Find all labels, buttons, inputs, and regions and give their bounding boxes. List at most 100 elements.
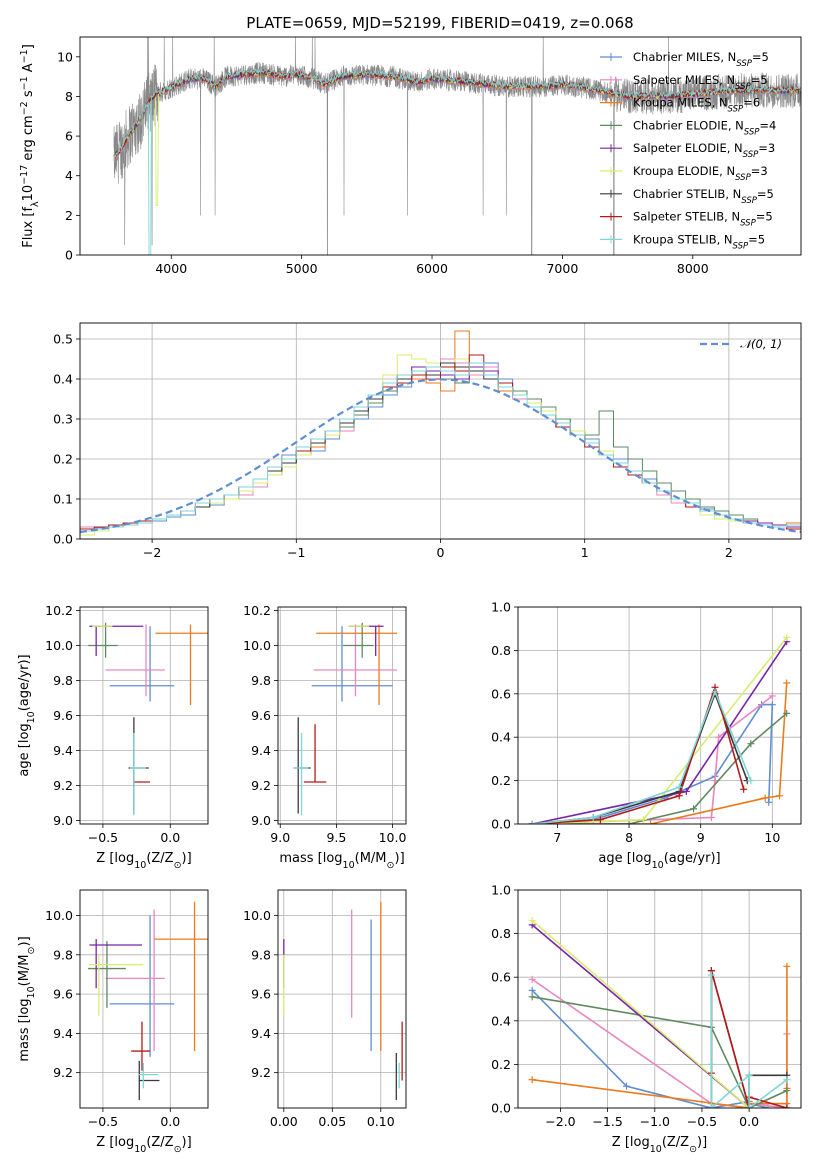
y-tick-label: 9.6 <box>251 987 271 1002</box>
grid <box>80 607 208 824</box>
y-tick-label: 0.2 <box>53 452 73 467</box>
y-tick-label: 10.2 <box>45 603 73 618</box>
y-tick-label: 10.2 <box>243 603 271 618</box>
y-tick-label: 0.5 <box>53 332 73 347</box>
weight-marker <box>528 986 536 994</box>
y-tick-label: 9.8 <box>53 947 73 962</box>
y-tick-label: 0.6 <box>491 970 511 985</box>
y-axis-label: age [log10(age/yr)] <box>17 654 37 776</box>
weight-marker <box>783 1076 791 1084</box>
weight-marker <box>682 787 690 795</box>
error-bar-point <box>88 622 118 658</box>
weight-marker <box>589 813 597 821</box>
x-tick-label: 10.0 <box>379 830 407 845</box>
legend-label: Chabrier STELIB, NSSP=5 <box>633 187 774 206</box>
y-tick-label: 9.6 <box>53 708 73 723</box>
y-tick-label: 0.0 <box>53 532 73 547</box>
weight-marker <box>711 688 719 696</box>
weight-line <box>710 975 788 1108</box>
y-tick-label: 9.2 <box>251 778 271 793</box>
weight-marker <box>622 1082 630 1090</box>
weight-marker <box>528 993 536 1001</box>
error-bar-point <box>129 733 147 816</box>
x-tick-label: 2 <box>725 545 733 560</box>
y-tick-label: 0.4 <box>491 1013 511 1028</box>
plot-area <box>528 917 791 1108</box>
y-tick-label: 9.8 <box>53 673 73 688</box>
legend-label: 𝒩(0, 1) <box>740 337 782 351</box>
weight-line <box>532 996 788 1108</box>
y-tick-label: 0.2 <box>491 1057 511 1072</box>
weight-marker <box>747 740 755 748</box>
legend-label: Kroupa MILES, NSSP=6 <box>633 96 760 115</box>
weight-line <box>531 919 750 1108</box>
spectrum-legend: Chabrier MILES, NSSP=5 Salpeter MILES, NS… <box>600 50 776 251</box>
y-tick-label: 10.0 <box>243 908 271 923</box>
plot-area <box>283 901 403 1101</box>
grid <box>278 607 406 824</box>
weight-marker <box>761 794 769 802</box>
weight-marker <box>747 777 755 785</box>
y-axis-label: mass [log10(M/M⊙)] <box>17 936 37 1061</box>
figure-title: PLATE=0659, MJD=52199, FIBERID=0419, z=0… <box>246 14 633 32</box>
y-tick-label: 0.6 <box>491 686 511 701</box>
spectrum-panel: 4000 5000 6000 7000 8000 0 2 4 6 8 10 Flux [fλ10−17… <box>19 36 802 276</box>
legend-label: Chabrier MILES, NSSP=5 <box>633 50 769 69</box>
weight-marker <box>528 1076 536 1084</box>
y-tick-label: 2 <box>65 208 73 223</box>
x-axis-label: mass [log10(M/M⊙)] <box>279 851 404 871</box>
x-tick-label: 6000 <box>416 261 448 276</box>
y-tick-label: 8 <box>65 89 73 104</box>
weight-marker <box>528 975 536 983</box>
x-tick-label: −0.5 <box>88 830 118 845</box>
x-tick-label: −2.0 <box>545 1114 575 1129</box>
y-tick-label: 10.0 <box>45 638 73 653</box>
mass-vs-extinction-panel: 0.00 0.05 0.10 9.2 9.4 9.6 9.8 10.0 <box>243 889 407 1129</box>
weight-marker <box>647 820 655 824</box>
weight-marker <box>783 709 791 717</box>
error-bar-point <box>138 1060 160 1101</box>
error-bar-point <box>293 733 309 816</box>
y-tick-label: 0 <box>65 248 73 263</box>
y-tick-label: 10 <box>57 49 73 64</box>
weight-marker <box>776 792 784 800</box>
legend-label: Kroupa STELIB, NSSP=5 <box>633 232 765 251</box>
weight-marker <box>707 1104 715 1108</box>
y-tick-label: 9.0 <box>251 813 271 828</box>
y-tick-label: 1.0 <box>491 600 511 615</box>
y-axis-label: Flux [fλ10−17 erg cm−2 s−1 A−1] <box>19 44 41 248</box>
weight-marker <box>596 816 604 824</box>
x-tick-label: 9.0 <box>270 830 290 845</box>
weight-marker <box>625 820 633 824</box>
y-tick-label: 0.4 <box>53 372 73 387</box>
x-tick-label: 1 <box>581 545 589 560</box>
weight-marker <box>675 792 683 800</box>
weight-marker <box>768 692 776 700</box>
y-tick-label: 0.8 <box>491 926 511 941</box>
error-bar-point <box>89 939 142 989</box>
weight-marker <box>690 805 698 813</box>
error-bar-point <box>155 624 208 705</box>
x-tick-label: 5000 <box>286 261 318 276</box>
y-tick-label: 0.2 <box>491 773 511 788</box>
axes-frame <box>79 36 802 256</box>
weight-marker <box>765 798 773 806</box>
x-tick-label: 9 <box>697 830 705 845</box>
error-bar-point <box>303 724 327 783</box>
weight-marker <box>528 917 536 925</box>
y-tick-label: 9.2 <box>251 1065 271 1080</box>
x-tick-label: 7000 <box>546 261 578 276</box>
x-axis-label: Z [log10(Z/Z⊙)] <box>96 1135 191 1155</box>
y-tick-label: 0.4 <box>491 730 511 745</box>
x-tick-label: 0.0 <box>160 1114 180 1129</box>
x-tick-label: −2 <box>143 545 161 560</box>
x-tick-label: −1.5 <box>592 1114 622 1129</box>
x-tick-label: −1.0 <box>640 1114 670 1129</box>
age-vs-mass-panel: 9.0 9.5 10.0 9.0 9.2 9.4 9.6 9.8 10.0 10.2 mass [l… <box>243 603 406 871</box>
error-bar-point <box>137 1062 159 1089</box>
plot-area <box>528 633 791 824</box>
x-tick-label: −0.5 <box>687 1114 717 1129</box>
weight-marker <box>783 1104 791 1108</box>
y-tick-label: 0.0 <box>491 817 511 832</box>
y-tick-label: 10.0 <box>45 908 73 923</box>
